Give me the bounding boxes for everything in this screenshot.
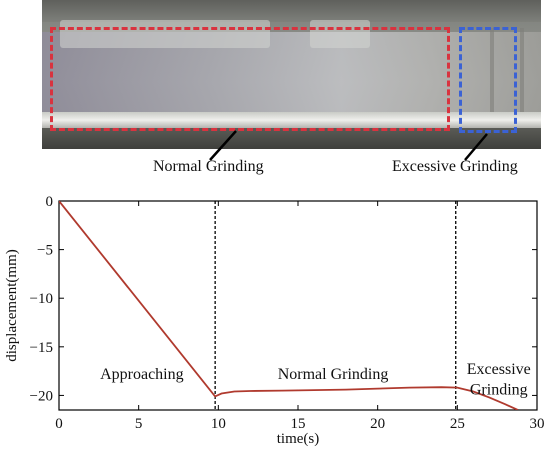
photo-highlight [310,20,370,48]
excessive-grinding-region-box [459,27,517,133]
displacement-chart: 0 5 10 15 20 25 30 0 −5 −10 −15 −20 time(s) displacem… [4,194,545,447]
phase-annotation: Grinding [470,381,528,398]
y-tick-label: −20 [30,388,53,404]
photo-top-edge [42,0,541,22]
x-tick-label: 20 [370,416,385,432]
y-tick-label: −10 [30,291,53,307]
photo-bottom-edge [42,128,541,149]
x-tick-label: 25 [450,416,465,432]
photo-groove [490,28,494,124]
grinding-photo [42,0,541,149]
photo-leader-lines [209,130,488,161]
y-axis-label: displacement(mm) [4,249,20,361]
normal-leader-line [209,130,237,161]
y-tick-label: −15 [30,340,53,356]
excessive-leader-line [464,133,488,161]
y-tick-label: −5 [37,243,53,259]
phase-annotation: Normal Grinding [278,366,389,383]
x-tick-label: 5 [135,416,143,432]
photo-bright-edge [42,112,541,128]
phase-annotation: Excessive [467,361,531,378]
photo-groove [520,28,524,124]
photo-highlight [60,20,270,48]
normal-grinding-region-box [50,27,450,131]
x-tick-label: 0 [55,416,63,432]
displacement-series-line [59,201,519,410]
x-axis-label: time(s) [277,431,320,447]
normal-grinding-label: Normal Grinding [153,158,264,175]
x-tick-label: 15 [291,416,306,432]
phase-annotation: Approaching [100,366,184,383]
x-tick-label: 30 [530,416,545,432]
x-tick-label: 10 [211,416,226,432]
excessive-grinding-label: Excessive Grinding [392,158,518,175]
y-tick-label: 0 [46,194,54,210]
